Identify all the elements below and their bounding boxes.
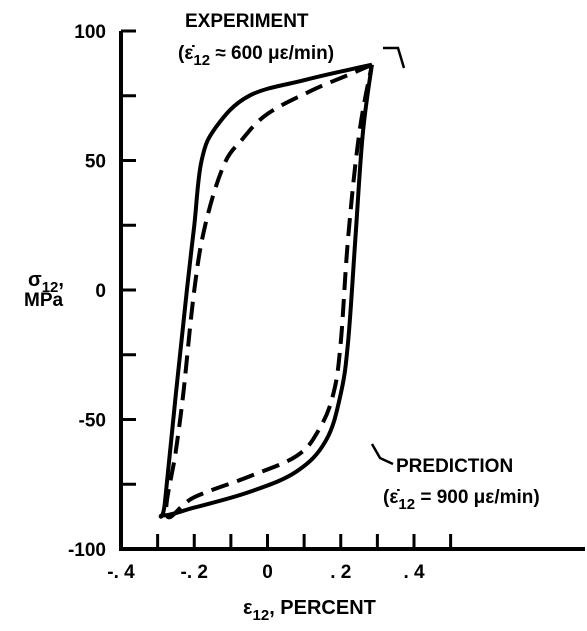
annotation-experiment-rate: (ε̇12 ≈ 600 με/min) xyxy=(178,43,334,69)
x-tick-label: 0 xyxy=(262,562,273,583)
x-tick-marks xyxy=(119,534,453,549)
annotation-experiment-title: EXPERIMENT xyxy=(185,11,309,32)
y-axis-unit: MPa xyxy=(24,290,64,311)
x-tick-labels: -. 4 -. 2 0 . 2 . 4 xyxy=(107,562,425,583)
series-experiment-line xyxy=(158,62,374,519)
annotation-prediction-rate: (ε̇12 = 900 με/min) xyxy=(383,487,540,513)
y-tick-label: 50 xyxy=(85,152,106,173)
x-tick-label: . 4 xyxy=(403,562,425,583)
y-tick-label: -100 xyxy=(68,540,106,561)
y-tick-labels: -100 -50 0 50 100 xyxy=(68,22,106,561)
y-tick-label: 0 xyxy=(95,281,106,302)
annotation-experiment-leader xyxy=(383,46,406,69)
x-axis-label: ε12, PERCENT xyxy=(243,597,376,624)
y-tick-label: -50 xyxy=(79,411,106,432)
annotation-prediction-title: PREDICTION xyxy=(396,456,513,477)
x-tick-label: -. 4 xyxy=(107,562,135,583)
y-tick-label: 100 xyxy=(74,22,106,43)
y-axis-label: σ12, xyxy=(28,269,64,296)
series-prediction-line xyxy=(164,62,374,520)
annotation-prediction-leader xyxy=(370,443,394,466)
x-tick-label: -. 2 xyxy=(181,562,208,583)
y-tick-marks xyxy=(121,29,136,551)
x-tick-label: . 2 xyxy=(330,562,351,583)
